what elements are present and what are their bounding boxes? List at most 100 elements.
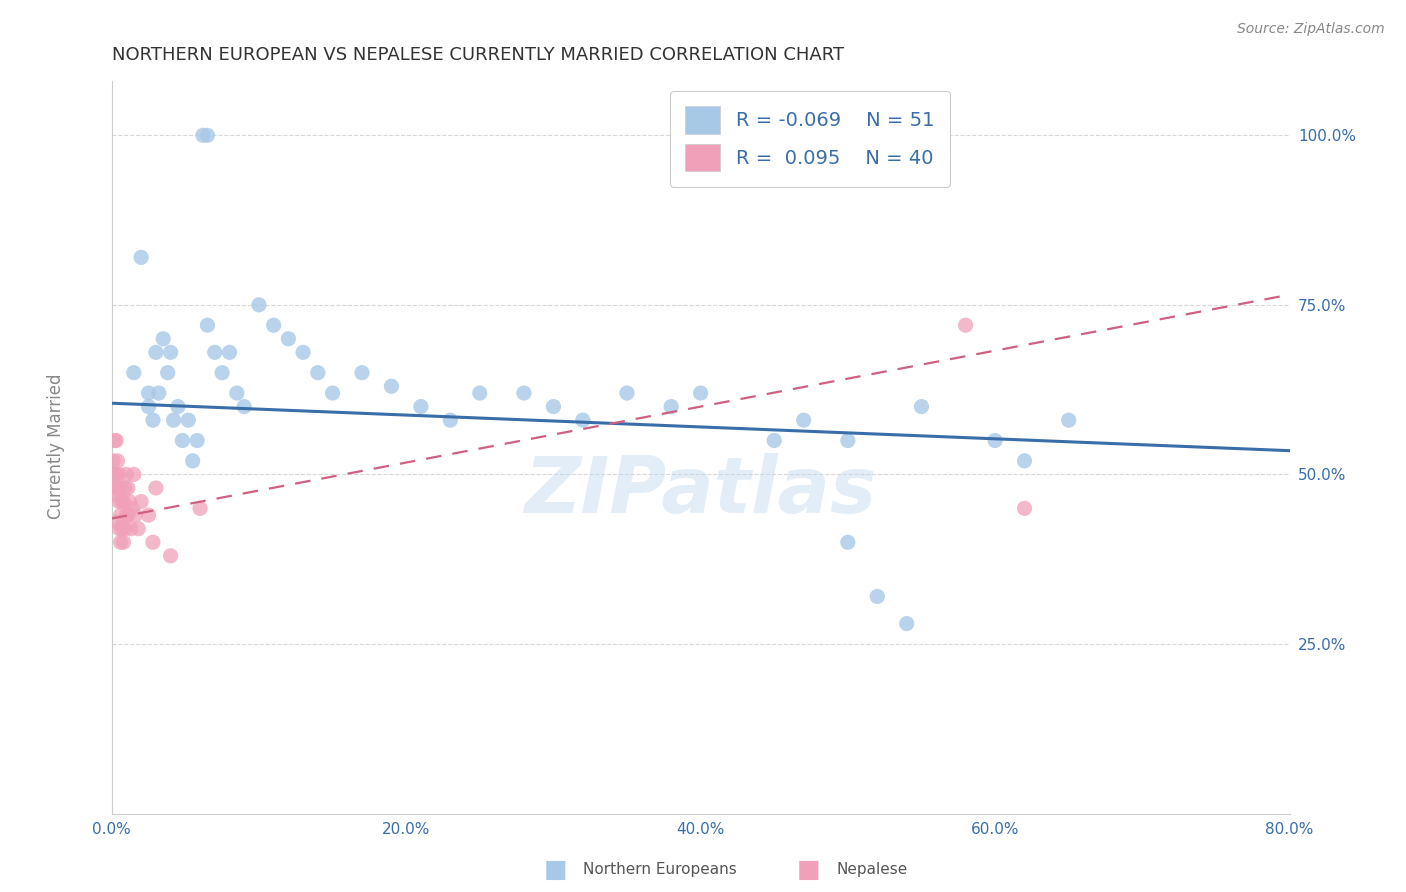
Point bbox=[148, 386, 170, 401]
Point bbox=[1057, 413, 1080, 427]
Point bbox=[108, 522, 131, 536]
Point bbox=[409, 400, 432, 414]
Point bbox=[191, 128, 214, 143]
Point bbox=[186, 434, 208, 448]
Point bbox=[114, 481, 136, 495]
Point bbox=[837, 535, 859, 549]
Point bbox=[101, 454, 124, 468]
Point bbox=[152, 332, 174, 346]
Point bbox=[468, 386, 491, 401]
Point bbox=[181, 454, 204, 468]
Point bbox=[307, 366, 329, 380]
Point bbox=[105, 467, 128, 482]
Point bbox=[763, 434, 786, 448]
Point bbox=[122, 366, 145, 380]
Point bbox=[115, 467, 138, 482]
Text: NORTHERN EUROPEAN VS NEPALESE CURRENTLY MARRIED CORRELATION CHART: NORTHERN EUROPEAN VS NEPALESE CURRENTLY … bbox=[111, 46, 844, 64]
Point bbox=[145, 345, 167, 359]
Text: ■: ■ bbox=[797, 858, 820, 881]
Point bbox=[138, 386, 160, 401]
Point bbox=[101, 481, 124, 495]
Point bbox=[107, 454, 129, 468]
Point bbox=[104, 434, 127, 448]
Point bbox=[108, 467, 131, 482]
Point bbox=[350, 366, 373, 380]
Point bbox=[188, 501, 211, 516]
Point bbox=[277, 332, 299, 346]
Point bbox=[107, 515, 129, 529]
Point bbox=[110, 535, 132, 549]
Point bbox=[247, 298, 270, 312]
Point bbox=[124, 508, 146, 522]
Point bbox=[225, 386, 247, 401]
Text: Source: ZipAtlas.com: Source: ZipAtlas.com bbox=[1237, 22, 1385, 37]
Text: ■: ■ bbox=[544, 858, 567, 881]
Point bbox=[127, 522, 149, 536]
Point bbox=[138, 508, 160, 522]
Text: Northern Europeans: Northern Europeans bbox=[583, 863, 737, 877]
Point bbox=[984, 434, 1007, 448]
Point bbox=[172, 434, 194, 448]
Point bbox=[159, 345, 181, 359]
Point bbox=[112, 535, 135, 549]
Point bbox=[218, 345, 240, 359]
Point bbox=[1014, 454, 1036, 468]
Point bbox=[167, 400, 190, 414]
Point bbox=[121, 501, 143, 516]
Point bbox=[129, 251, 152, 265]
Point bbox=[292, 345, 315, 359]
Point bbox=[108, 494, 131, 508]
Point bbox=[322, 386, 344, 401]
Point bbox=[159, 549, 181, 563]
Point bbox=[111, 522, 134, 536]
Point bbox=[197, 318, 219, 333]
Point bbox=[659, 400, 682, 414]
Point bbox=[145, 481, 167, 495]
Point bbox=[439, 413, 461, 427]
Point bbox=[204, 345, 226, 359]
Point bbox=[162, 413, 184, 427]
Point bbox=[110, 508, 132, 522]
Point bbox=[955, 318, 977, 333]
Point bbox=[866, 590, 889, 604]
Point bbox=[572, 413, 595, 427]
Point bbox=[197, 128, 219, 143]
Point bbox=[114, 522, 136, 536]
Point bbox=[513, 386, 536, 401]
Point bbox=[177, 413, 200, 427]
Point bbox=[156, 366, 179, 380]
Text: Nepalese: Nepalese bbox=[837, 863, 908, 877]
Point bbox=[115, 508, 138, 522]
Point bbox=[107, 481, 129, 495]
Point bbox=[117, 508, 139, 522]
Point bbox=[263, 318, 285, 333]
Point bbox=[112, 494, 135, 508]
Point bbox=[616, 386, 638, 401]
Point bbox=[837, 434, 859, 448]
Point bbox=[104, 467, 127, 482]
Text: Currently Married: Currently Married bbox=[48, 373, 65, 519]
Legend: R = -0.069    N = 51, R =  0.095    N = 40: R = -0.069 N = 51, R = 0.095 N = 40 bbox=[669, 91, 950, 186]
Point bbox=[543, 400, 565, 414]
Point bbox=[122, 467, 145, 482]
Point bbox=[110, 481, 132, 495]
Point bbox=[1014, 501, 1036, 516]
Point bbox=[142, 535, 165, 549]
Point bbox=[910, 400, 932, 414]
Point bbox=[129, 494, 152, 508]
Point bbox=[138, 400, 160, 414]
Point bbox=[118, 494, 141, 508]
Point bbox=[380, 379, 402, 393]
Point bbox=[111, 494, 134, 508]
Text: ZIPatlas: ZIPatlas bbox=[524, 453, 877, 529]
Point bbox=[896, 616, 918, 631]
Point bbox=[120, 522, 142, 536]
Point bbox=[105, 434, 128, 448]
Point bbox=[233, 400, 256, 414]
Point bbox=[689, 386, 711, 401]
Point bbox=[142, 413, 165, 427]
Point bbox=[211, 366, 233, 380]
Point bbox=[117, 481, 139, 495]
Point bbox=[793, 413, 815, 427]
Point bbox=[105, 488, 128, 502]
